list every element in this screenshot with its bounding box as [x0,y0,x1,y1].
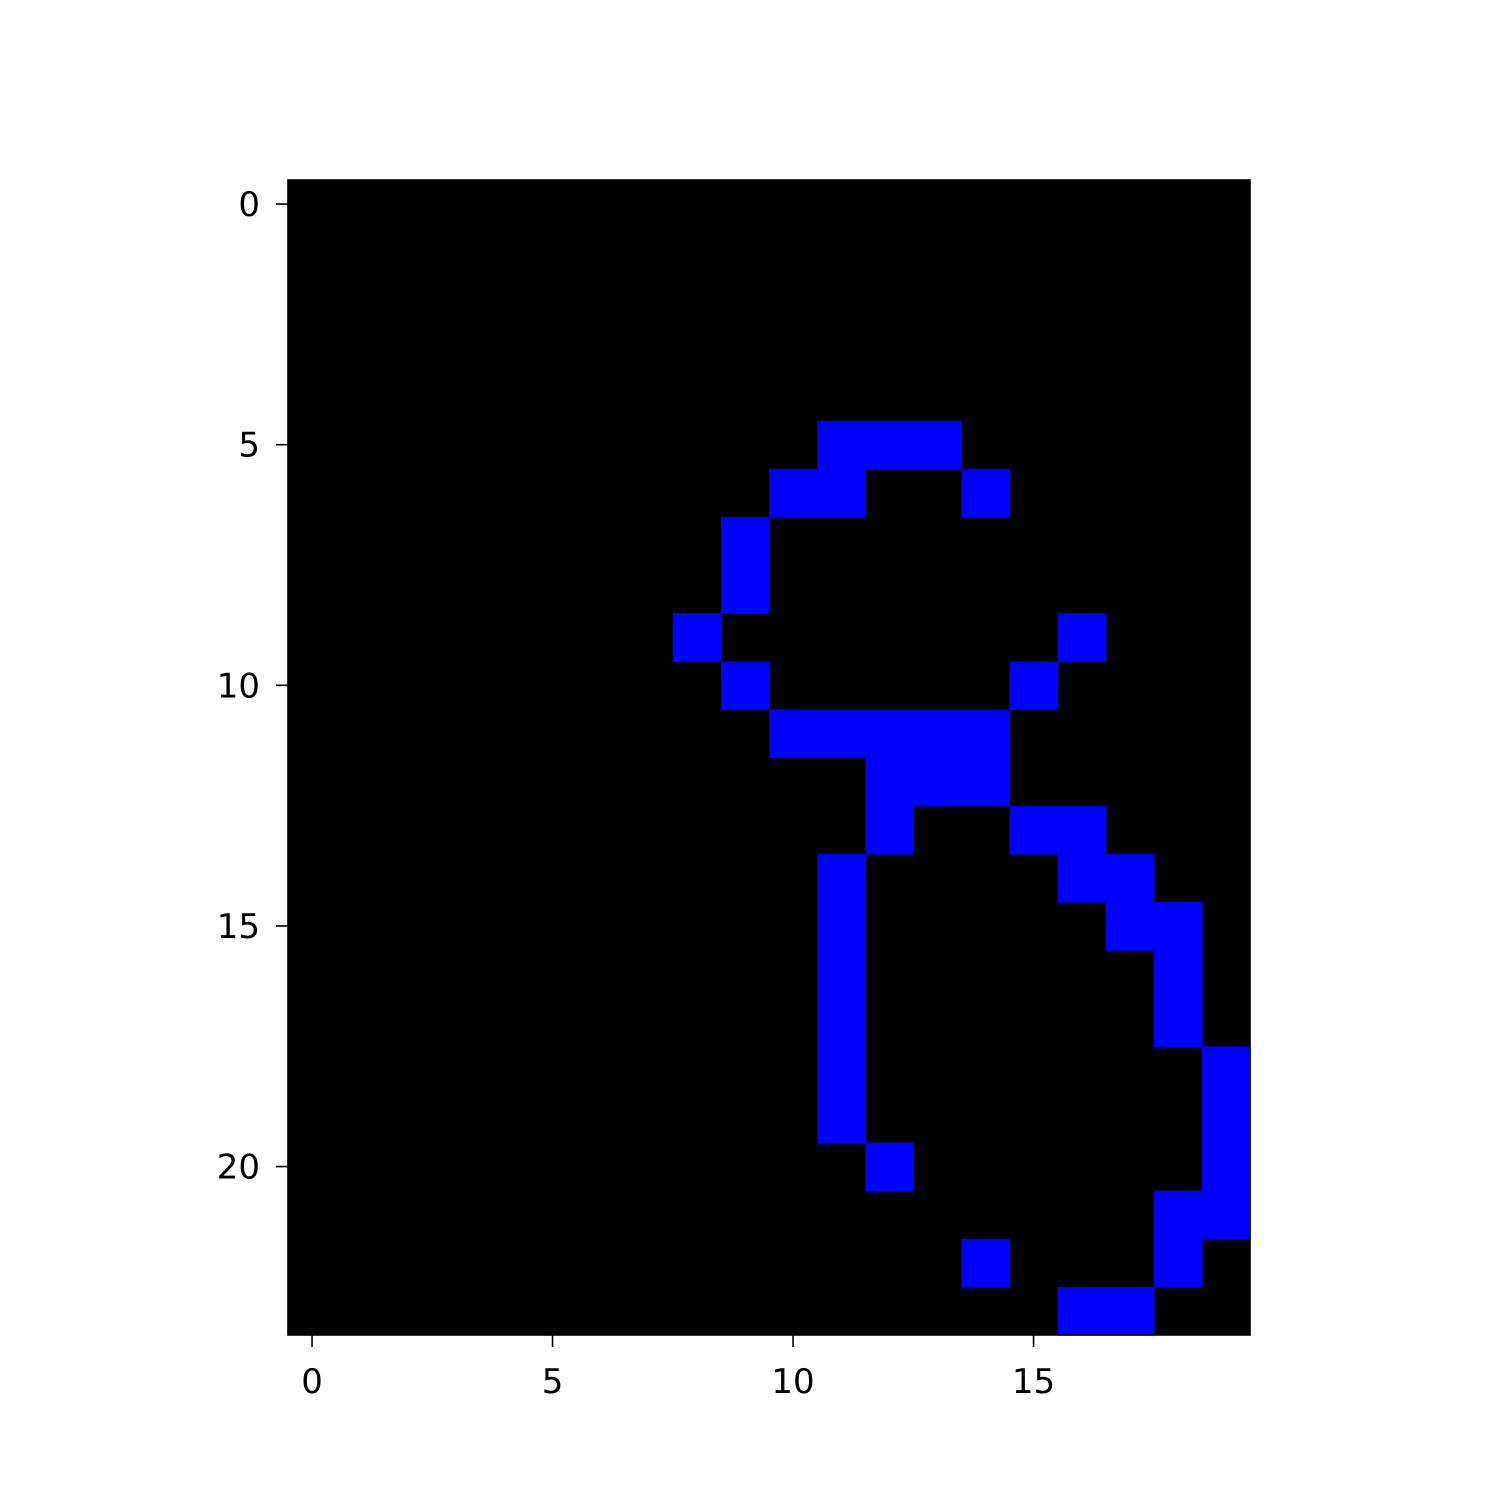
y-axis: 0 5 10 15 20 [217,185,288,1188]
pixel-cell-18-11 [817,1046,866,1095]
pixel-cell-21-18 [1153,1190,1203,1240]
y-tick-label: 0 [238,185,260,225]
pixel-cell-5-13 [913,420,962,470]
x-tick-label: 15 [1012,1362,1055,1402]
pixel-cell-13-15 [1009,805,1059,855]
pixel-cell-17-18 [1153,998,1203,1047]
pixel-cell-15-18 [1153,901,1203,951]
pixel-cell-10-9 [720,661,770,710]
y-tick-label: 20 [217,1148,260,1188]
x-tick-label: 5 [542,1362,564,1402]
pixel-cell-20-12 [865,1142,914,1192]
pixel-cell-6-11 [817,468,866,518]
pixel-cell-11-11 [817,709,866,759]
pixel-cell-14-16 [1057,853,1107,903]
pixel-cell-8-9 [720,565,770,614]
pixel-cell-20-19 [1201,1142,1251,1192]
pixel-cell-16-11 [817,950,866,999]
pixel-cell-13-16 [1057,805,1107,855]
pixel-cell-9-8 [672,613,722,662]
pixel-cell-7-9 [720,516,770,566]
pixel-cell-15-11 [817,901,866,951]
x-tick-label: 0 [301,1362,323,1402]
pixel-cell-23-16 [1057,1286,1107,1336]
pixel-cell-10-15 [1009,661,1059,710]
axes-frame [287,179,1251,1336]
pixel-cell-12-14 [961,757,1011,807]
pixel-cell-16-18 [1153,950,1203,999]
x-axis: 0 5 10 15 [301,1335,1055,1402]
pixel-cell-19-11 [817,1094,866,1144]
pixel-cell-12-13 [913,757,962,807]
plot-area [287,179,1251,1336]
pixel-cell-22-14 [961,1238,1011,1288]
pixel-cell-18-19 [1201,1046,1251,1095]
pixel-cell-11-13 [913,709,962,759]
y-tick-label: 5 [238,426,260,466]
pixel-cell-5-11 [817,420,866,470]
pixel-cell-14-17 [1105,853,1155,903]
x-tick-label: 10 [771,1362,814,1402]
pixel-cell-13-12 [865,805,914,855]
pixel-cell-6-10 [769,468,818,518]
pixel-cell-9-16 [1057,613,1107,662]
pixel-cell-5-12 [865,420,914,470]
pixel-cell-15-17 [1105,901,1155,951]
pixel-cell-21-19 [1201,1190,1251,1240]
pixel-cell-11-14 [961,709,1011,759]
y-tick-label: 10 [217,666,260,706]
y-tick-label: 15 [217,907,260,947]
pixel-cell-22-18 [1153,1238,1203,1288]
pixel-cell-17-11 [817,998,866,1047]
pixel-cell-23-17 [1105,1286,1155,1336]
pixel-cell-11-12 [865,709,914,759]
pixel-cell-14-11 [817,853,866,903]
pixel-cell-6-14 [961,468,1011,518]
pixel-cell-12-12 [865,757,914,807]
pixel-cell-19-19 [1201,1094,1251,1144]
pixel-cell-11-10 [769,709,818,759]
